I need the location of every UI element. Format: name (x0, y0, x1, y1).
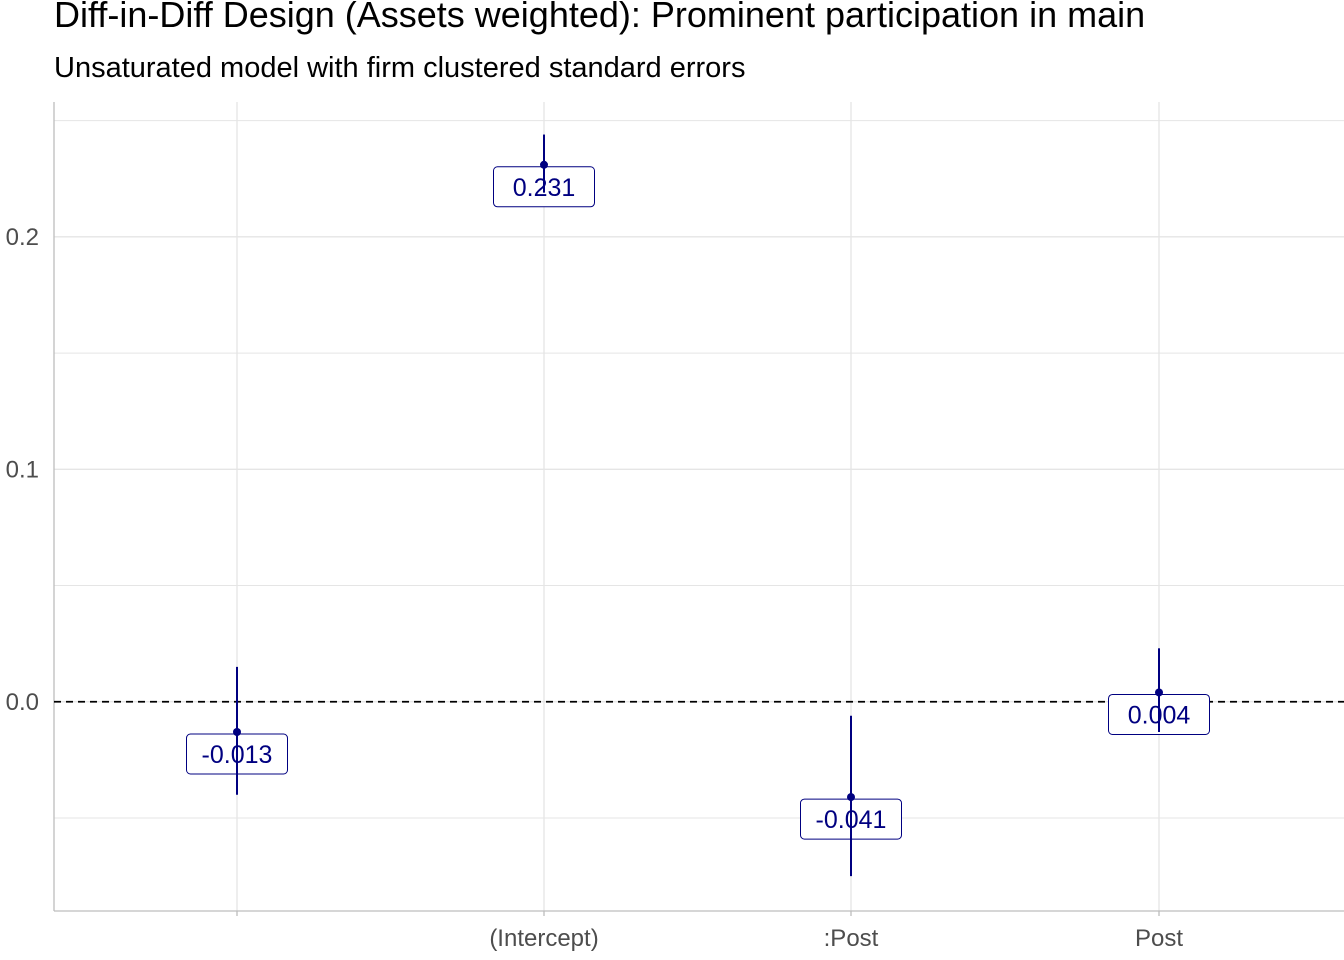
x-tick-label: Post (1135, 925, 1183, 952)
y-tick-label: 0.2 (6, 224, 39, 251)
estimate-point (233, 727, 241, 736)
y-tick-label: 0.1 (6, 456, 39, 483)
x-tick-label: :Post (824, 925, 879, 952)
estimate-point (540, 160, 548, 169)
x-tick-label: (Intercept) (489, 925, 598, 952)
estimate-point (1155, 688, 1163, 697)
y-tick-label: 0.0 (6, 689, 39, 716)
chart-subtitle: Unsaturated model with firm clustered st… (54, 52, 746, 84)
estimate-point (847, 793, 855, 802)
axes: 0.0 0.1 0.2 (Intercept) :Post Post (6, 102, 1344, 952)
grid-lines (54, 102, 1344, 911)
chart-title: Diff-in-Diff Design (Assets weighted): P… (54, 0, 1146, 35)
